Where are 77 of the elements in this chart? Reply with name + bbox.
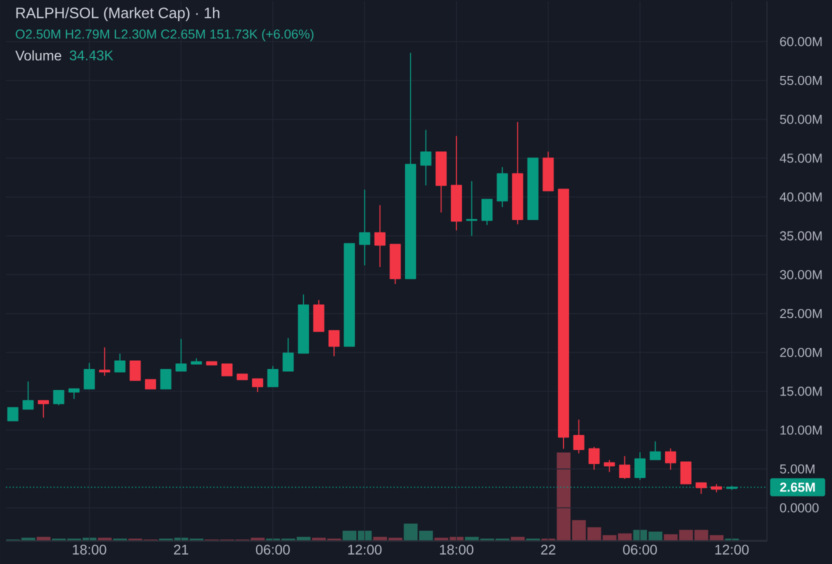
candlestick	[38, 400, 49, 418]
candlestick	[22, 381, 34, 410]
candlestick	[542, 151, 554, 192]
x-tick-label: 12:00	[715, 544, 749, 555]
y-tick-label: 40.00M	[780, 192, 822, 202]
candlestick	[573, 420, 584, 454]
candlestick	[282, 338, 294, 372]
y-tick-label: 50.00M	[780, 114, 822, 124]
candlestick	[558, 188, 570, 450]
candlestick	[512, 122, 524, 225]
candlestick	[404, 52, 416, 280]
candlestick	[7, 407, 18, 422]
candlestick	[680, 461, 692, 484]
y-tick-label: 30.00M	[780, 270, 822, 280]
candlestick	[252, 378, 264, 393]
x-tick-label: 21	[174, 544, 188, 554]
candlestick	[665, 448, 676, 470]
y-tick-label: 10.00M	[780, 426, 822, 435]
candlestick	[344, 243, 355, 347]
candlestick	[190, 358, 202, 365]
y-tick-label: 25.00M	[780, 308, 822, 318]
x-tick-label: 12:00	[348, 544, 382, 555]
candlestick	[99, 347, 110, 376]
candlestick	[206, 361, 218, 366]
candlestick	[53, 390, 64, 406]
candlestick	[114, 353, 126, 372]
candlestick	[328, 330, 340, 357]
candlestick	[374, 205, 386, 268]
candlestick	[359, 190, 370, 266]
candlestick	[298, 294, 310, 354]
candlestick	[221, 364, 233, 376]
bar	[404, 524, 418, 540]
candlestick	[619, 456, 630, 480]
y-tick-label: 0.0000	[780, 503, 819, 512]
x-tick-label: 06:00	[256, 544, 290, 555]
candlestick	[710, 484, 722, 493]
x-tick-label: 06:00	[623, 544, 657, 555]
y-tick-label: 15.00M	[780, 386, 822, 396]
y-tick-label: 5.00M	[780, 464, 814, 474]
candlestick	[68, 388, 80, 400]
bar	[664, 534, 678, 540]
candlestick	[588, 446, 600, 470]
candlestick	[84, 362, 95, 390]
ref-line-label: 2.65M	[780, 482, 815, 492]
chart-title: Volume	[15, 50, 62, 61]
candlestick	[450, 136, 462, 231]
candlestick	[466, 180, 478, 236]
y-tick-label: 60.00M	[780, 37, 822, 46]
candlestick	[130, 360, 141, 381]
chart-title: RALPH/SOL (Market Cap) · 1h	[16, 7, 220, 22]
candlestick	[390, 244, 401, 285]
candlestick	[144, 379, 156, 390]
y-tick-label: 45.00M	[780, 154, 822, 163]
x-tick-label: 22	[541, 544, 556, 554]
candlestick	[496, 166, 508, 208]
bar	[419, 530, 433, 540]
candlestick	[236, 374, 248, 380]
candlestick	[176, 338, 187, 372]
x-tick-label: 18:00	[440, 544, 474, 555]
candlestick	[481, 198, 493, 226]
candlestick	[420, 130, 432, 186]
annotation: 34.43K	[70, 50, 114, 60]
candlestick	[527, 158, 538, 220]
x-tick-label: 18:00	[72, 544, 106, 555]
y-tick-label: 20.00M	[780, 348, 822, 357]
candlestick	[436, 151, 447, 214]
candlestick	[267, 366, 278, 388]
text: O2.50M H2.79M L2.30M C2.65M 151.73K (+6.06%)	[16, 29, 314, 42]
candlestick	[313, 300, 324, 332]
candlestick	[634, 452, 646, 480]
y-tick-label: 35.00M	[780, 231, 822, 240]
candlestick	[160, 369, 172, 390]
y-tick-label: 55.00M	[780, 76, 822, 86]
candlestick	[650, 441, 661, 460]
bar	[556, 452, 571, 540]
candlestick	[604, 460, 615, 473]
candlestick	[696, 482, 707, 494]
